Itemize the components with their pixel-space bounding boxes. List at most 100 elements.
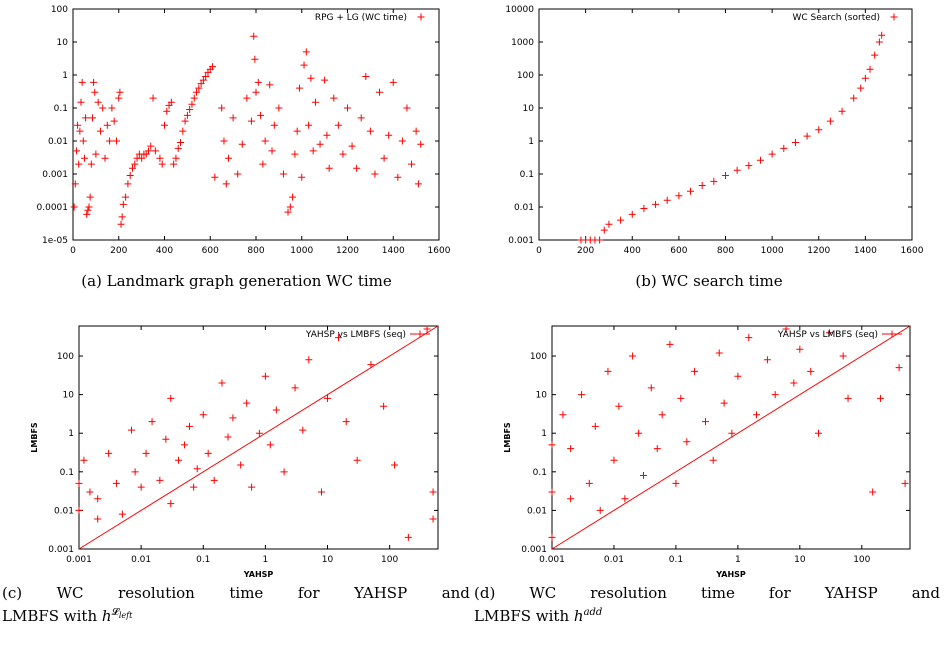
data-point xyxy=(771,391,779,399)
data-point xyxy=(238,140,246,148)
data-point xyxy=(211,173,219,181)
data-point xyxy=(234,170,242,178)
data-point xyxy=(75,160,83,168)
data-point xyxy=(243,94,251,102)
caption-d-word: time xyxy=(700,584,735,602)
caption-c-word: time xyxy=(229,584,264,602)
y-tick-label: 0.001 xyxy=(521,545,547,555)
y-tick-label: 0.1 xyxy=(520,170,534,180)
data-point xyxy=(324,394,332,402)
x-tick-label: 1200 xyxy=(807,246,830,256)
caption-c-h: h xyxy=(101,607,112,625)
caption-c-word: for xyxy=(297,584,320,602)
data-point xyxy=(756,156,764,164)
data-point xyxy=(259,160,267,168)
data-point xyxy=(353,456,361,464)
data-point xyxy=(237,461,245,469)
y-tick-label: 0.001 xyxy=(48,545,74,555)
data-point xyxy=(334,334,342,342)
data-point xyxy=(229,114,237,122)
data-point xyxy=(248,483,256,491)
data-point xyxy=(715,349,723,357)
data-point xyxy=(807,367,815,375)
data-point xyxy=(701,418,709,426)
data-point xyxy=(578,391,586,399)
data-point xyxy=(108,104,116,112)
data-point xyxy=(270,121,278,129)
data-point xyxy=(875,38,883,46)
caption-c-word: resolution xyxy=(118,584,195,602)
x-tick-label: 100 xyxy=(853,555,870,565)
data-point xyxy=(901,479,909,487)
data-point xyxy=(117,220,125,228)
y-tick-label: 0.0001 xyxy=(37,203,69,213)
data-point xyxy=(408,160,416,168)
data-point xyxy=(745,162,753,170)
data-point xyxy=(302,48,310,56)
x-tick-label: 400 xyxy=(624,246,641,256)
data-point xyxy=(348,142,356,150)
data-point xyxy=(652,200,660,208)
data-point xyxy=(734,372,742,380)
data-point xyxy=(86,193,94,201)
caption-d-line2: LMBFS with xyxy=(474,607,574,625)
data-point xyxy=(871,51,879,59)
caption-d-label: (d) xyxy=(474,584,496,602)
data-point xyxy=(190,94,198,102)
data-point xyxy=(796,345,804,353)
data-point xyxy=(251,55,259,63)
x-tick-label: 0.001 xyxy=(539,555,565,565)
data-point xyxy=(791,139,799,147)
data-point xyxy=(255,429,263,437)
data-point xyxy=(181,441,189,449)
x-tick-label: 0.1 xyxy=(669,555,683,565)
data-point xyxy=(640,472,648,480)
y-axis-label: LMBFS xyxy=(30,422,39,453)
data-point xyxy=(866,65,874,73)
data-point xyxy=(167,98,175,106)
data-point xyxy=(126,172,134,180)
data-point xyxy=(229,414,237,422)
caption-b: (b) WC search time xyxy=(635,272,783,290)
data-point xyxy=(675,192,683,200)
caption-c-label: (c) xyxy=(2,584,23,602)
data-point xyxy=(86,488,94,496)
data-point xyxy=(202,73,210,81)
data-point xyxy=(596,506,604,514)
y-tick-label: 1e-05 xyxy=(42,236,68,246)
data-point xyxy=(339,150,347,158)
y-tick-label: 100 xyxy=(57,352,74,362)
data-point xyxy=(600,226,608,234)
data-point xyxy=(763,356,771,364)
data-point xyxy=(199,411,207,419)
x-axis-label: YAHSP xyxy=(243,570,274,579)
data-point xyxy=(342,418,350,426)
data-point xyxy=(596,236,604,244)
x-axis-label: YAHSP xyxy=(715,570,746,579)
data-point xyxy=(869,488,877,496)
data-point xyxy=(163,107,171,115)
data-point xyxy=(116,88,124,96)
data-point xyxy=(745,334,753,342)
caption-d-word: for xyxy=(768,584,791,602)
data-point xyxy=(76,127,84,135)
data-point xyxy=(80,456,88,464)
data-point xyxy=(222,180,230,188)
data-point xyxy=(414,180,422,188)
x-tick-label: 0.01 xyxy=(604,555,624,565)
x-tick-label: 400 xyxy=(156,246,173,256)
data-point xyxy=(635,429,643,437)
y-tick-label: 1 xyxy=(62,71,68,81)
caption-d-word: YAHSP xyxy=(824,584,878,602)
data-point xyxy=(80,154,88,162)
data-point xyxy=(876,394,884,402)
data-point xyxy=(279,170,287,178)
data-point xyxy=(839,352,847,360)
data-point xyxy=(94,515,102,523)
caption-c-sup: 𝓛 xyxy=(111,607,119,618)
data-point xyxy=(316,140,324,148)
data-point xyxy=(615,402,623,410)
data-point xyxy=(261,137,269,145)
data-point xyxy=(266,81,274,89)
data-point xyxy=(293,127,301,135)
